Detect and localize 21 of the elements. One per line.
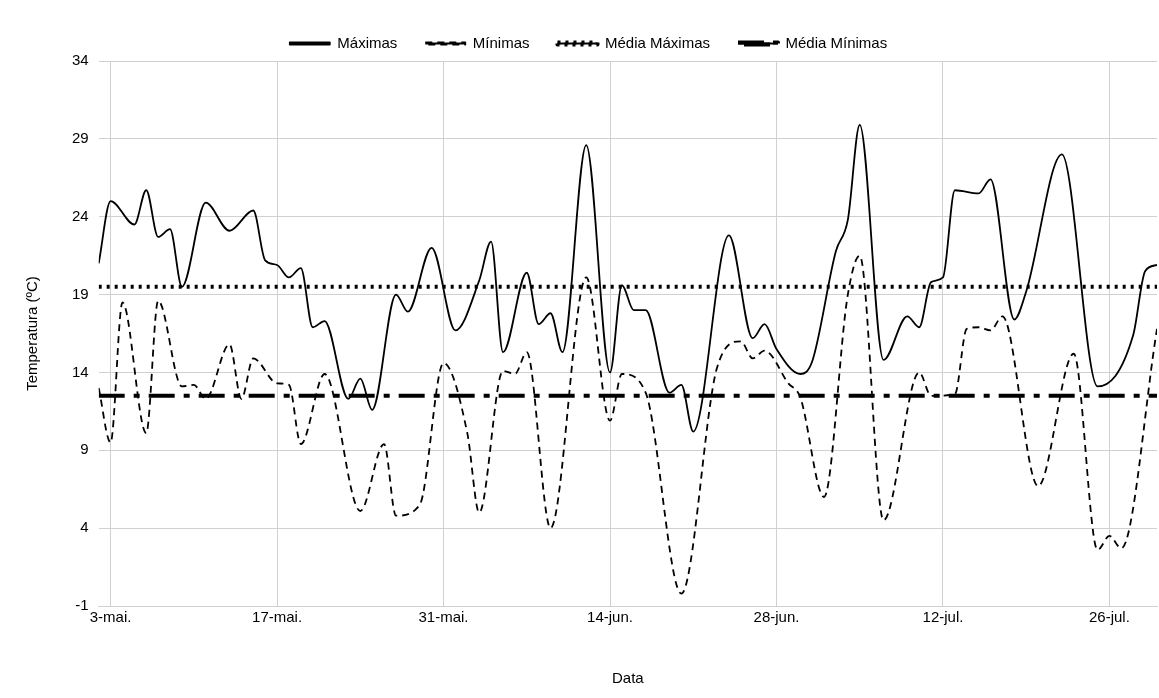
legend-label: Máximas [337,33,398,51]
legend-label: Média Máximas [604,33,711,51]
legend-label: Média Mínimas [785,33,888,51]
x-tick-label: 3-mai. [89,608,132,626]
y-tick-label: 24 [72,206,89,224]
y-tick-label: 14 [72,362,89,380]
x-axis-title: Data [612,669,645,687]
x-tick-label: 14-jun. [587,608,633,626]
x-tick-label: 17-mai. [252,608,303,626]
y-tick-label: 19 [72,284,89,302]
y-tick-label: 4 [80,518,89,536]
legend-label: Mínimas [472,33,530,51]
y-axis-title: Temperatura (ºC) [23,276,41,391]
y-tick-label: 34 [72,51,89,69]
y-tick-label: 29 [72,129,89,146]
y-tick-label: 9 [80,440,89,458]
x-tick-label: 12-jul. [922,608,964,626]
y-tick-label: -1 [75,596,89,614]
x-tick-label: 26-jul. [1089,608,1130,626]
x-tick-label: 31-mai. [418,608,469,626]
x-tick-label: 28-jun. [753,608,800,626]
